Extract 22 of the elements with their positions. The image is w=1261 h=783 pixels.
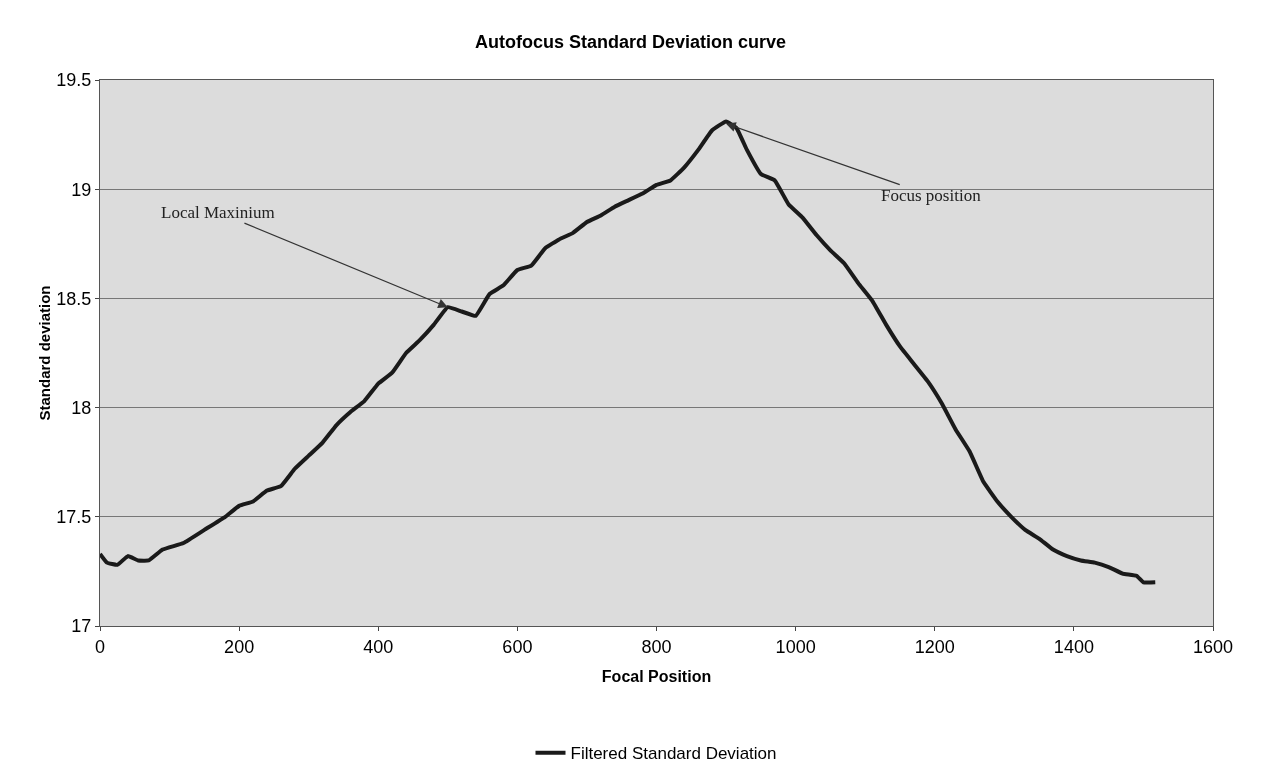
x-tick-label: 1400 xyxy=(1053,636,1094,657)
y-axis-title: Standard deviation xyxy=(35,285,53,421)
y-tick-label: 19 xyxy=(71,179,92,200)
y-tick-label: 17.5 xyxy=(56,507,92,528)
chart-title: Autofocus Standard Deviation curve xyxy=(474,31,787,52)
annotation: Local Maxinium xyxy=(161,203,275,222)
y-tick-label: 18 xyxy=(71,397,92,418)
x-tick-label: 800 xyxy=(641,636,672,657)
x-tick-label: 600 xyxy=(502,636,533,657)
y-tick-label: 18.5 xyxy=(56,288,92,309)
y-tick-label: 17 xyxy=(71,616,92,637)
x-tick-label: 200 xyxy=(224,636,255,657)
x-tick-label: 1000 xyxy=(775,636,816,657)
x-tick-label: 400 xyxy=(363,636,394,657)
line-series xyxy=(100,119,1158,585)
annotation: Focus position xyxy=(881,186,982,205)
legend-label: Filtered Standard Deviation xyxy=(570,744,777,764)
x-axis-title: Focal Position xyxy=(601,668,712,686)
y-tick-label: 19.5 xyxy=(56,70,92,91)
x-tick-label: 1600 xyxy=(1192,636,1234,657)
x-tick-label: 0 xyxy=(94,636,106,657)
x-tick-label: 1200 xyxy=(914,636,955,657)
